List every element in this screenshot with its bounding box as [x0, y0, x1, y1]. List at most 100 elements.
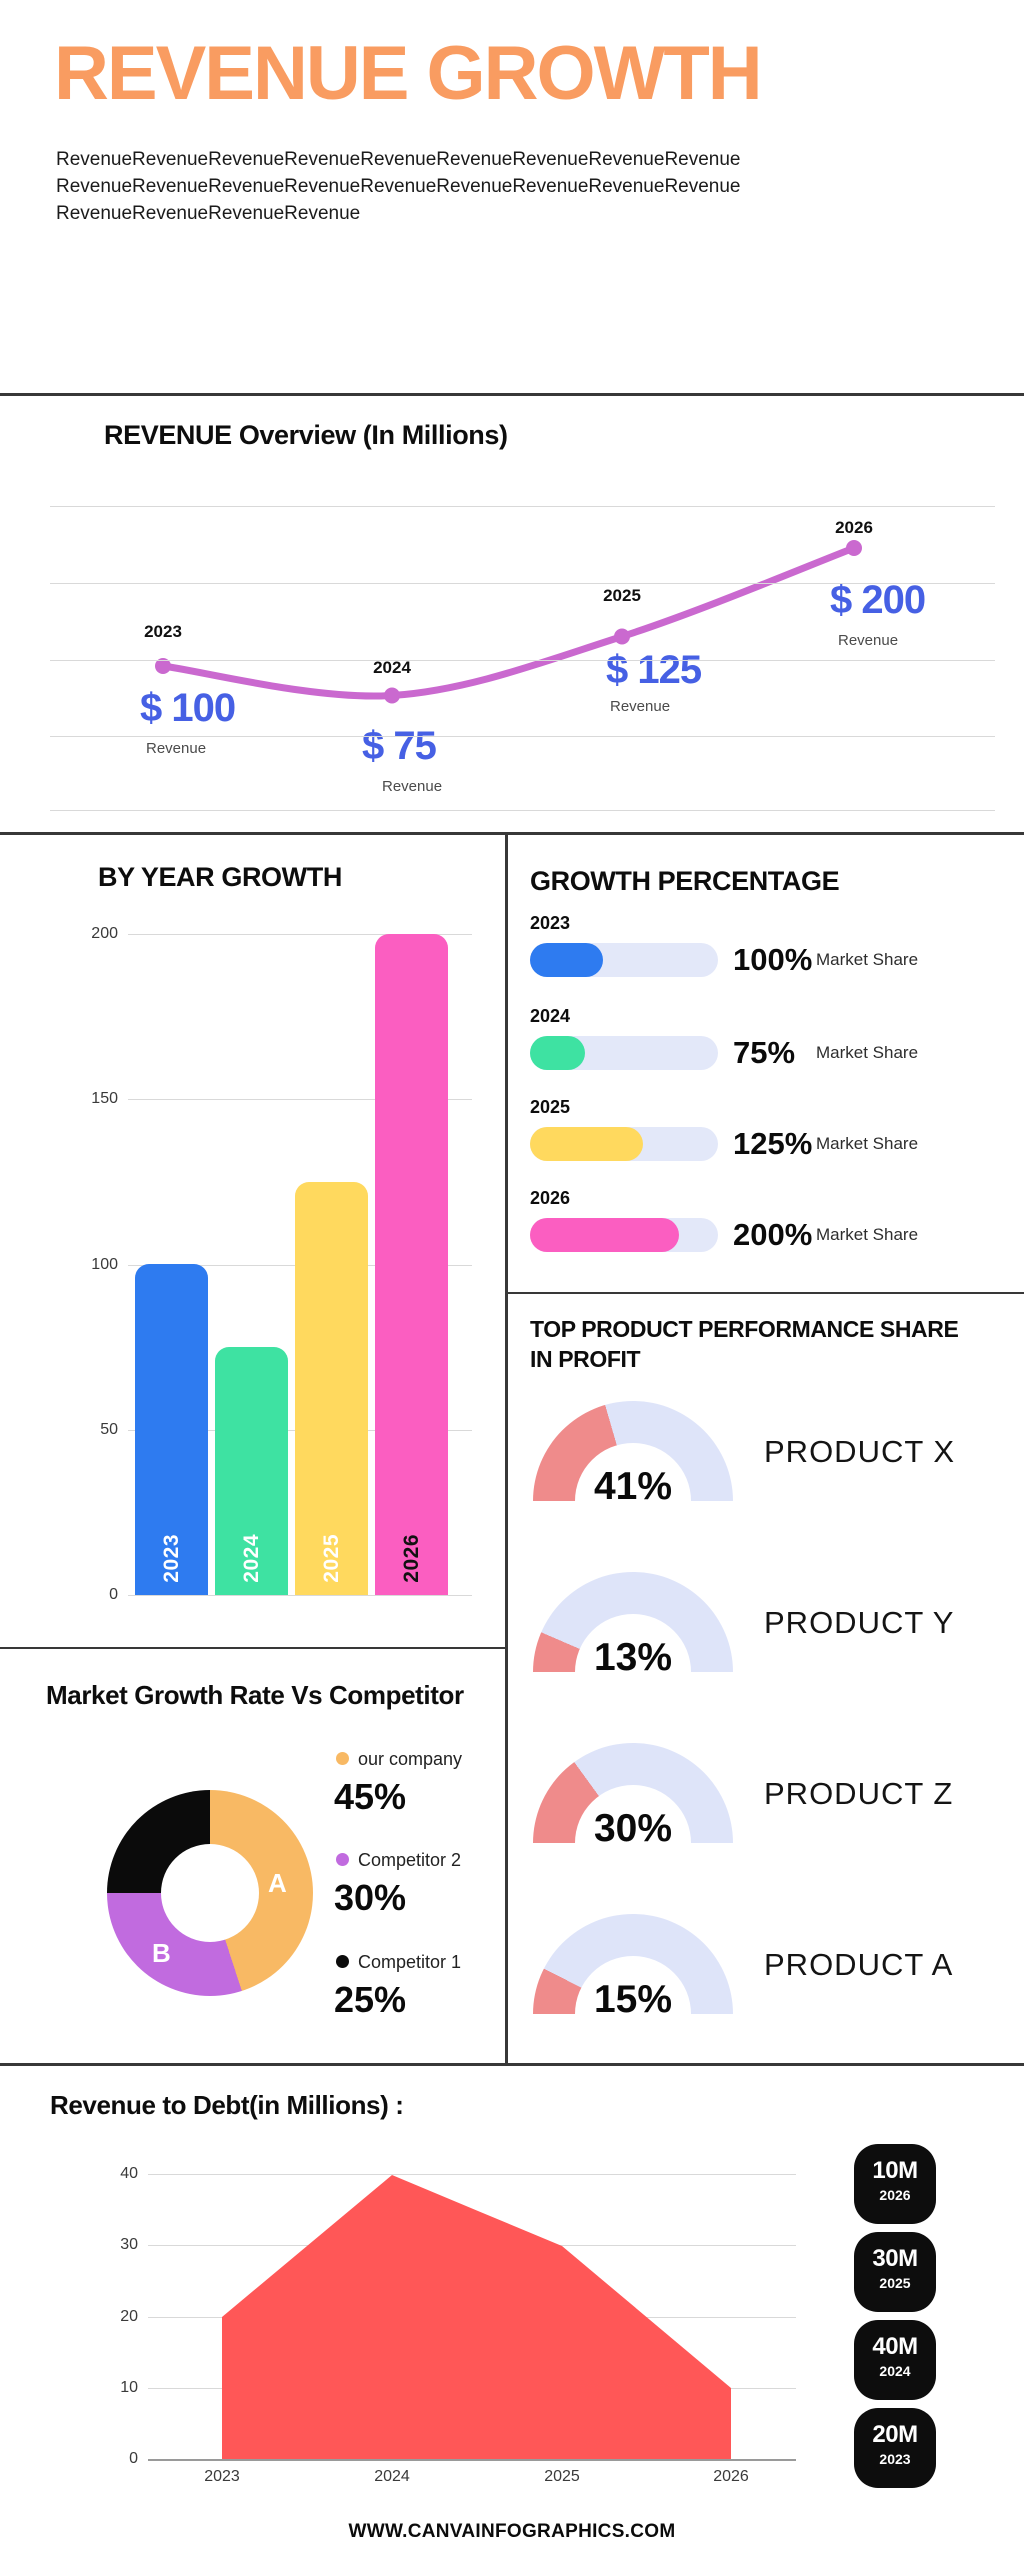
data-point: [614, 628, 630, 645]
point-value-label: $ 75: [362, 724, 437, 768]
growth-row-suffix: Market Share: [816, 1225, 919, 1244]
area-polygon: [222, 2175, 731, 2459]
growth-row-year: 2026: [530, 1188, 571, 1208]
badge-value: 40M: [872, 2333, 918, 2360]
year-badge: 40M 2024: [854, 2320, 936, 2400]
divider-columns: [505, 832, 508, 2065]
intro-line: RevenueRevenueRevenueRevenueRevenueReven…: [56, 149, 741, 170]
legend-value: 45%: [334, 1776, 407, 1817]
product-gauge: 41%: [533, 1401, 733, 1508]
product-name: PRODUCT Y: [764, 1605, 955, 1640]
divider-right-col: [505, 1292, 1024, 1294]
bar-year-label: 2023: [159, 1534, 183, 1583]
point-sublabel: Revenue: [382, 778, 443, 795]
growth-row-fill: [530, 943, 603, 977]
point-year-label: 2024: [373, 658, 411, 677]
divider-overview-bottom: [0, 832, 1024, 835]
divider-top: [0, 393, 1024, 396]
legend-label: our company: [358, 1749, 463, 1769]
intro-paragraph: RevenueRevenueRevenueRevenueRevenueReven…: [56, 147, 741, 228]
growth-row-value: 125%: [733, 1126, 813, 1161]
bar-ytick-label: 150: [91, 1090, 118, 1108]
product-name: PRODUCT Z: [764, 1776, 954, 1811]
growth-row-track: [530, 1036, 718, 1070]
competitor-heading: Market Growth Rate Vs Competitor: [46, 1680, 464, 1710]
badge-year: 2026: [879, 2187, 911, 2203]
area-gridline: [148, 2174, 796, 2176]
intro-line: RevenueRevenueRevenueRevenueRevenueReven…: [56, 175, 741, 197]
area-gridline: [148, 2459, 796, 2461]
growth-row-fill: [530, 1036, 585, 1070]
year-badge: 20M 2023: [854, 2408, 936, 2488]
by-year-heading: BY YEAR GROWTH: [98, 862, 342, 892]
product-name: PRODUCT A: [764, 1947, 954, 1982]
intro-line: RevenueRevenueRevenueRevenue: [56, 202, 361, 224]
growth-row-fill: [530, 1218, 679, 1252]
year-badge: 30M 2025: [854, 2232, 936, 2312]
overview-gridline: [50, 660, 995, 661]
footer-url: WWW.CANVAINFOGRAPHICS.COM: [348, 2521, 676, 2542]
point-sublabel: Revenue: [838, 632, 899, 649]
legend-dot: [336, 1853, 349, 1866]
legend-value: 30%: [334, 1877, 407, 1918]
product-gauge: 13%: [533, 1572, 733, 1679]
growth-row-year: 2024: [530, 1006, 571, 1026]
gauge-percent: 41%: [593, 1465, 673, 1508]
legend-label: Competitor 1: [358, 1952, 462, 1972]
bar-gridline: [128, 934, 472, 935]
legend-value: 25%: [334, 1979, 407, 2020]
gauge-percent: 15%: [593, 1978, 673, 2021]
growth-row-fill: [530, 1127, 643, 1161]
area-ytick-label: 20: [120, 2307, 138, 2325]
growth-row-track: [530, 943, 718, 977]
bar-year-label: 2026: [399, 1534, 423, 1583]
overview-gridline: [50, 810, 995, 811]
bar-gridline: [128, 1099, 472, 1101]
by-year-bar: 2024: [215, 1347, 288, 1595]
product-name: PRODUCT X: [764, 1434, 956, 1469]
badge-year: 2025: [879, 2275, 911, 2291]
area-ytick-label: 30: [120, 2236, 138, 2254]
area-ytick-label: 40: [120, 2165, 138, 2183]
overview-heading: REVENUE Overview (In Millions): [104, 420, 508, 450]
badge-value: 10M: [872, 2157, 918, 2184]
area-ytick-label: 0: [129, 2450, 138, 2467]
legend-dot: [336, 1955, 349, 1968]
bar-gridline: [128, 1595, 472, 1596]
by-year-bar: 2023: [135, 1264, 208, 1595]
area-xtick-label: 2026: [713, 2468, 749, 2485]
top-products-heading: TOP PRODUCT PERFORMANCE SHARE IN PROFIT: [530, 1316, 959, 1372]
donut-segment-letter: B: [152, 1938, 171, 1968]
by-year-bar: 2025: [295, 1182, 368, 1595]
growth-row-year: 2025: [530, 1097, 571, 1117]
point-year-label: 2025: [603, 586, 641, 605]
gauge-percent: 13%: [593, 1636, 673, 1679]
growth-row-suffix: Market Share: [816, 950, 919, 969]
bar-year-label: 2025: [319, 1534, 343, 1583]
bar-ytick-label: 0: [109, 1586, 118, 1603]
page-title: REVENUE GROWTH: [54, 31, 763, 116]
overview-gridline: [50, 736, 995, 737]
growth-row-track: [530, 1218, 718, 1252]
data-point: [846, 540, 862, 556]
by-year-bar: 2026: [375, 934, 448, 1595]
growth-row-value: 100%: [733, 942, 813, 977]
donut-hole: [161, 1844, 259, 1942]
divider-left-col: [0, 1647, 505, 1649]
revenue-debt-heading: Revenue to Debt(in Millions) :: [50, 2090, 404, 2120]
badge-year: 2024: [879, 2363, 911, 2379]
area-ytick-label: 10: [120, 2378, 138, 2396]
point-value-label: $ 125: [606, 648, 702, 692]
bar-ytick-label: 100: [91, 1255, 118, 1273]
legend-dot: [336, 1752, 349, 1765]
data-point: [155, 658, 171, 674]
product-gauge: 30%: [533, 1743, 733, 1850]
competitor-donut-chart: [107, 1790, 313, 1996]
bar-ytick-label: 200: [91, 925, 118, 942]
product-gauge: 15%: [533, 1914, 733, 2021]
area-xtick-label: 2025: [544, 2468, 580, 2485]
divider-bottom-section: [0, 2063, 1024, 2066]
growth-row-value: 200%: [733, 1217, 813, 1252]
point-year-label: 2026: [835, 518, 873, 537]
